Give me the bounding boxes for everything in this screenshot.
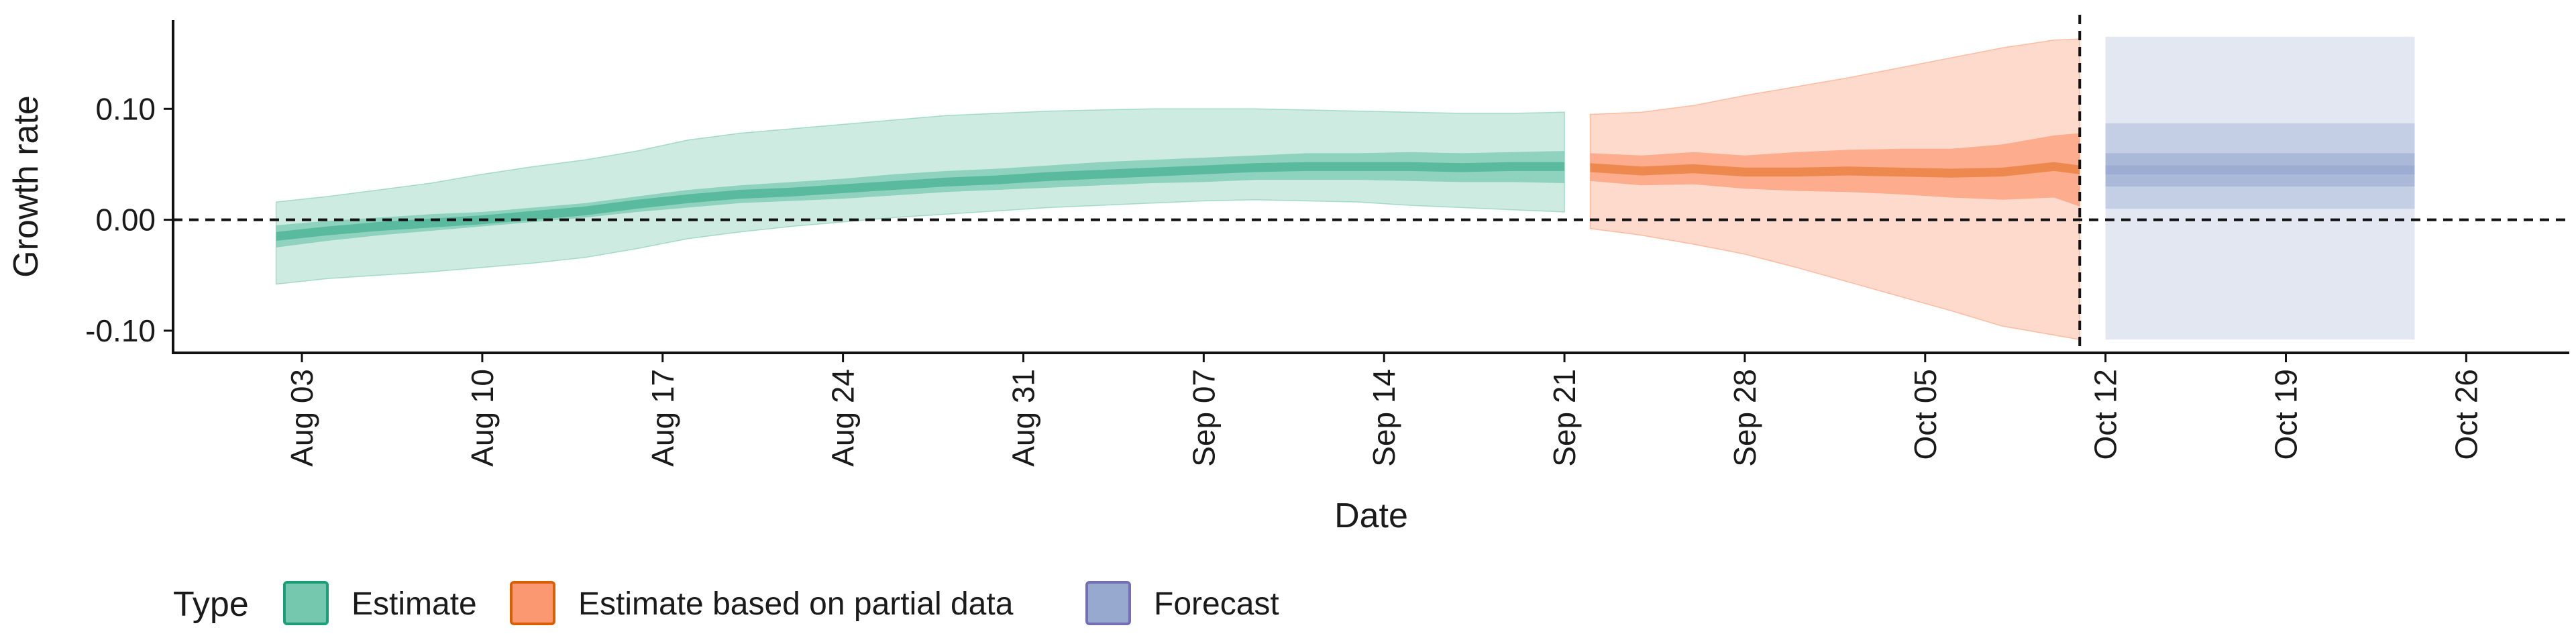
band-layer (275, 36, 2415, 341)
estimate-median-band (276, 162, 1565, 241)
x-tick-label: Aug 10 (465, 369, 500, 467)
axes: -0.10 0.00 0.10 Aug 03 Aug 10 Aug 17 Aug 24 Aug… (85, 20, 2569, 467)
x-tick-label: Oct 05 (1908, 369, 1943, 460)
y-tick-label: -0.10 (85, 313, 156, 348)
forecast-median-band (2105, 165, 2415, 174)
legend-key (510, 581, 555, 625)
legend-title: Type (173, 585, 249, 624)
x-tick-label: Aug 31 (1006, 369, 1040, 467)
estimate-based-on-partial-data-inner-band (1590, 133, 2080, 207)
x-tick-label: Oct 26 (2449, 369, 2483, 460)
legend-item-label: Estimate (352, 586, 477, 622)
x-axis-label: Date (1334, 496, 1408, 535)
legend-item-label: Estimate based on partial data (578, 586, 1014, 622)
x-tick-label: Sep 21 (1547, 369, 1582, 467)
x-tick-label: Aug 24 (826, 369, 861, 467)
x-tick-label: Aug 03 (284, 369, 319, 467)
x-tick-label: Sep 14 (1366, 369, 1401, 467)
x-tick-label: Oct 19 (2269, 369, 2304, 460)
reference-lines (173, 15, 2569, 353)
y-axis-label: Growth rate (7, 95, 46, 278)
forecast-outer-band (2105, 36, 2415, 340)
x-tick-label: Aug 17 (645, 369, 680, 467)
legend: Type Estimate Estimate based on partial d… (173, 581, 1279, 625)
x-tick-label: Oct 12 (2088, 369, 2123, 460)
estimate-outer-band (275, 108, 1565, 285)
legend-item-label: Forecast (1154, 586, 1279, 622)
x-tick-label: Sep 28 (1727, 369, 1762, 467)
y-tick-label: 0.00 (95, 203, 156, 237)
legend-key (283, 581, 329, 625)
legend-key (1085, 581, 1131, 625)
y-tick-label: 0.10 (95, 91, 156, 126)
estimate-inner-band (276, 151, 1565, 248)
x-tick-label: Sep 07 (1186, 369, 1221, 467)
estimate-based-on-partial-data-median-band (1590, 162, 2080, 178)
